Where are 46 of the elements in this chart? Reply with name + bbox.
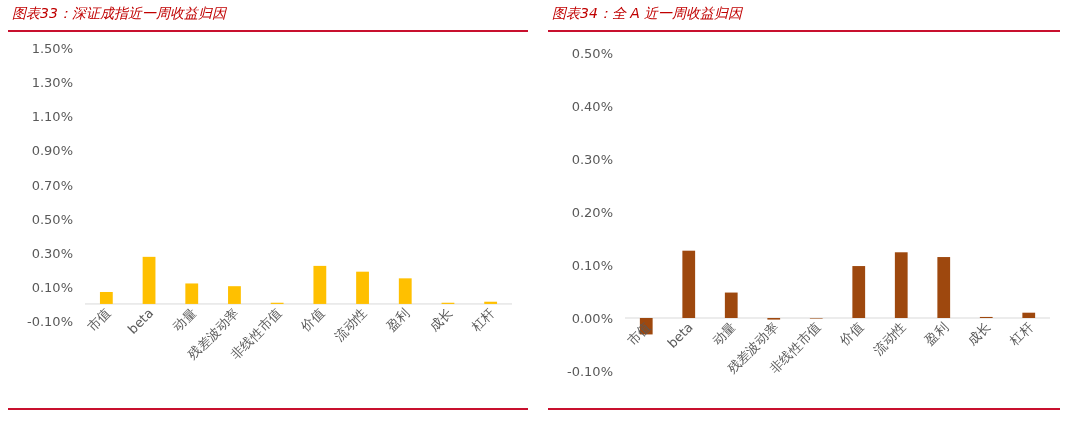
bar xyxy=(852,266,866,318)
y-tick-label: 0.40% xyxy=(571,99,613,114)
x-tick-label: 价值 xyxy=(297,305,327,336)
y-tick-label: -0.10% xyxy=(27,314,73,329)
bar xyxy=(398,278,412,304)
y-tick-label: 0.10% xyxy=(31,279,73,295)
x-tick-label: 杠杆 xyxy=(468,305,498,336)
bar xyxy=(356,271,369,304)
x-tick-label: 成长 xyxy=(426,305,456,335)
y-tick-label: 0.20% xyxy=(571,205,613,220)
bar xyxy=(99,291,113,304)
x-tick-label: 流动性 xyxy=(331,305,370,344)
x-tick-label: 动量 xyxy=(169,305,199,335)
y-tick-label: 1.30% xyxy=(31,75,73,91)
x-tick-label: 价值 xyxy=(836,319,866,350)
x-tick-label: 市值 xyxy=(624,319,654,349)
bar xyxy=(937,257,951,318)
x-tick-label: 市值 xyxy=(84,305,114,335)
bar xyxy=(313,265,327,304)
chart-title: 图表34：全 A 近一周收益归因 xyxy=(552,5,745,21)
y-tick-label: 0.00% xyxy=(571,311,613,326)
y-tick-label: 0.50% xyxy=(571,46,613,61)
y-tick-label: 0.30% xyxy=(571,152,613,167)
y-tick-label: 0.90% xyxy=(31,143,73,159)
y-tick-label: 0.10% xyxy=(571,258,613,273)
bar xyxy=(682,250,696,318)
bar xyxy=(185,283,199,304)
y-tick-label: 0.30% xyxy=(31,245,73,261)
bar xyxy=(724,292,738,318)
y-tick-label: 1.10% xyxy=(31,109,73,125)
x-tick-label: 杠杆 xyxy=(1006,319,1036,350)
x-tick-label: 盈利 xyxy=(921,319,951,349)
chart-title: 图表33：深证成指近一周收益归因 xyxy=(12,5,228,21)
bar xyxy=(1022,312,1036,318)
x-tick-label: 盈利 xyxy=(383,305,413,335)
x-tick-label: 动量 xyxy=(709,319,739,349)
bar xyxy=(484,301,498,304)
bar xyxy=(142,256,156,304)
y-tick-label: 0.50% xyxy=(31,211,73,227)
x-tick-label: 流动性 xyxy=(870,319,909,358)
x-tick-label: 成长 xyxy=(964,319,994,349)
y-tick-label: 0.70% xyxy=(31,177,73,193)
bar xyxy=(228,286,241,304)
y-tick-label: 1.50% xyxy=(31,41,73,56)
y-tick-label: -0.10% xyxy=(567,364,613,379)
bar xyxy=(894,252,908,318)
